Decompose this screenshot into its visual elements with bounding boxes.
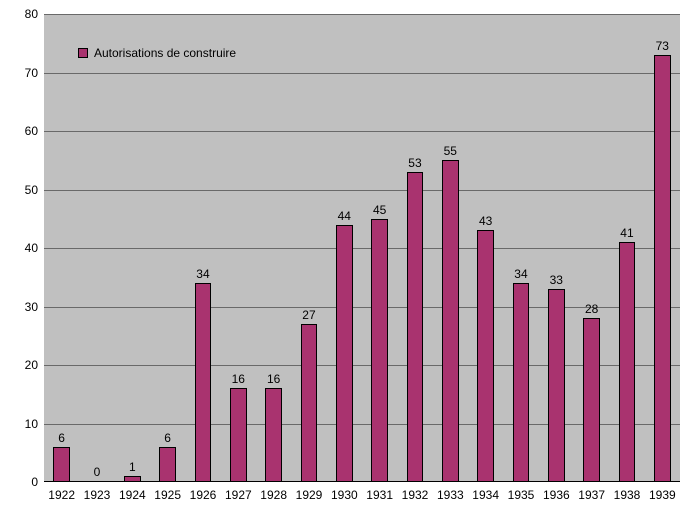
x-tick-label: 1932 — [402, 482, 429, 502]
bar-value-label: 1 — [129, 460, 136, 477]
x-tick-label: 1938 — [614, 482, 641, 502]
bar: 43 — [477, 230, 494, 482]
bar-value-label: 41 — [620, 226, 633, 243]
bar: 6 — [53, 447, 70, 482]
x-tick-label: 1924 — [119, 482, 146, 502]
x-tick-label: 1922 — [48, 482, 75, 502]
legend-swatch — [78, 48, 88, 58]
gridline — [44, 73, 680, 74]
x-tick-label: 1929 — [296, 482, 323, 502]
y-tick-label: 0 — [31, 475, 44, 489]
bar: 41 — [619, 242, 636, 482]
bar-value-label: 16 — [232, 372, 245, 389]
chart-frame: 0102030405060708061922019231192461925341… — [0, 0, 696, 512]
y-tick-label: 30 — [25, 300, 44, 314]
legend: Autorisations de construire — [78, 46, 236, 60]
y-tick-label: 60 — [25, 124, 44, 138]
bar-value-label: 43 — [479, 214, 492, 231]
legend-label: Autorisations de construire — [94, 46, 236, 60]
x-tick-label: 1931 — [366, 482, 393, 502]
plot-area: 0102030405060708061922019231192461925341… — [44, 14, 680, 482]
bar: 16 — [265, 388, 282, 482]
gridline — [44, 131, 680, 132]
bar-value-label: 33 — [550, 273, 563, 290]
gridline — [44, 190, 680, 191]
bar: 45 — [371, 219, 388, 482]
x-tick-label: 1928 — [260, 482, 287, 502]
x-tick-label: 1936 — [543, 482, 570, 502]
bar: 16 — [230, 388, 247, 482]
bar-value-label: 73 — [656, 39, 669, 56]
x-tick-label: 1939 — [649, 482, 676, 502]
bar-value-label: 6 — [164, 431, 171, 448]
x-tick-label: 1926 — [190, 482, 217, 502]
y-tick-label: 40 — [25, 241, 44, 255]
x-tick-label: 1935 — [508, 482, 535, 502]
bar: 55 — [442, 160, 459, 482]
bar: 28 — [583, 318, 600, 482]
bar: 73 — [654, 55, 671, 482]
gridline — [44, 248, 680, 249]
bar-value-label: 16 — [267, 372, 280, 389]
x-tick-label: 1930 — [331, 482, 358, 502]
x-tick-label: 1923 — [84, 482, 111, 502]
y-tick-label: 80 — [25, 7, 44, 21]
bar: 34 — [513, 283, 530, 482]
bar-value-label: 28 — [585, 302, 598, 319]
x-tick-label: 1933 — [437, 482, 464, 502]
bar-value-label: 34 — [196, 267, 209, 284]
y-tick-label: 50 — [25, 183, 44, 197]
bar-value-label: 6 — [58, 431, 65, 448]
bar: 33 — [548, 289, 565, 482]
gridline — [44, 14, 680, 15]
bar: 6 — [159, 447, 176, 482]
bar: 27 — [301, 324, 318, 482]
bar-value-label: 44 — [338, 209, 351, 226]
bar-value-label: 34 — [514, 267, 527, 284]
bar-value-label: 27 — [302, 308, 315, 325]
bar-value-label: 45 — [373, 203, 386, 220]
x-tick-label: 1937 — [578, 482, 605, 502]
bar-value-label: 55 — [444, 144, 457, 161]
x-tick-label: 1925 — [154, 482, 181, 502]
bar: 53 — [407, 172, 424, 482]
bar: 34 — [195, 283, 212, 482]
y-tick-label: 20 — [25, 358, 44, 372]
x-tick-label: 1934 — [472, 482, 499, 502]
bar: 44 — [336, 225, 353, 482]
y-tick-label: 70 — [25, 66, 44, 80]
bar-value-label: 0 — [94, 465, 101, 482]
x-tick-label: 1927 — [225, 482, 252, 502]
bar-value-label: 53 — [408, 156, 421, 173]
y-tick-label: 10 — [25, 417, 44, 431]
